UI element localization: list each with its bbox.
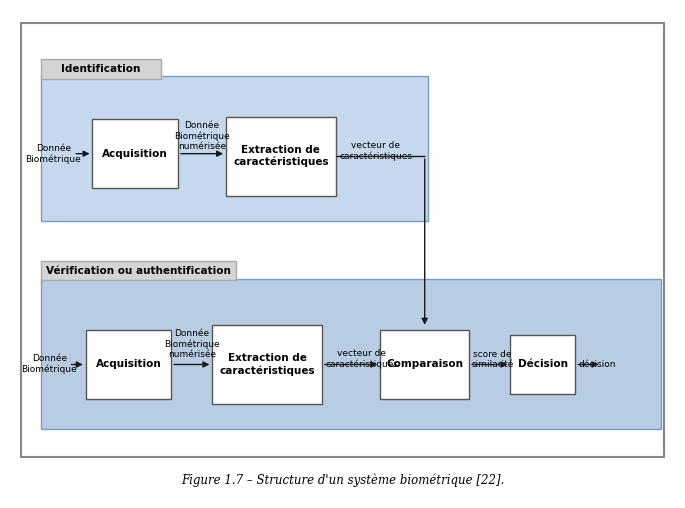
Text: Identification: Identification <box>62 64 140 74</box>
Bar <box>212 325 322 404</box>
Bar <box>226 117 336 196</box>
Bar <box>21 23 664 457</box>
Text: Extraction de
caractéristiques: Extraction de caractéristiques <box>219 354 315 375</box>
Bar <box>92 119 178 188</box>
Text: score de
similarité: score de similarité <box>471 350 514 369</box>
Text: Donnée
Biométrique: Donnée Biométrique <box>25 144 82 164</box>
Text: Comparaison: Comparaison <box>386 360 463 369</box>
Bar <box>86 330 171 399</box>
Text: Décision: Décision <box>518 360 568 369</box>
Bar <box>380 330 469 399</box>
Text: Acquisition: Acquisition <box>96 360 161 369</box>
Bar <box>41 261 236 280</box>
Text: Acquisition: Acquisition <box>103 149 168 158</box>
Text: Extraction de
caractéristiques: Extraction de caractéristiques <box>233 145 329 167</box>
Text: Donnée
Biométrique: Donnée Biométrique <box>21 355 77 374</box>
Bar <box>41 279 661 429</box>
Text: Figure 1.7 – Structure d'un système biométrique [22].: Figure 1.7 – Structure d'un système biom… <box>181 473 504 487</box>
Text: Donnée
Biométrique
numérisée: Donnée Biométrique numérisée <box>164 329 220 359</box>
Bar <box>510 335 575 394</box>
Text: vecteur de
caractéristiques: vecteur de caractéristiques <box>325 350 399 369</box>
Text: décision: décision <box>579 360 616 369</box>
Bar <box>41 59 161 79</box>
Text: vecteur de
caractéristiques: vecteur de caractéristiques <box>339 141 412 161</box>
Bar <box>41 76 428 221</box>
Text: Vérification ou authentification: Vérification ou authentification <box>47 266 231 276</box>
Text: Donnée
Biométrique
numérisée: Donnée Biométrique numérisée <box>174 121 230 151</box>
